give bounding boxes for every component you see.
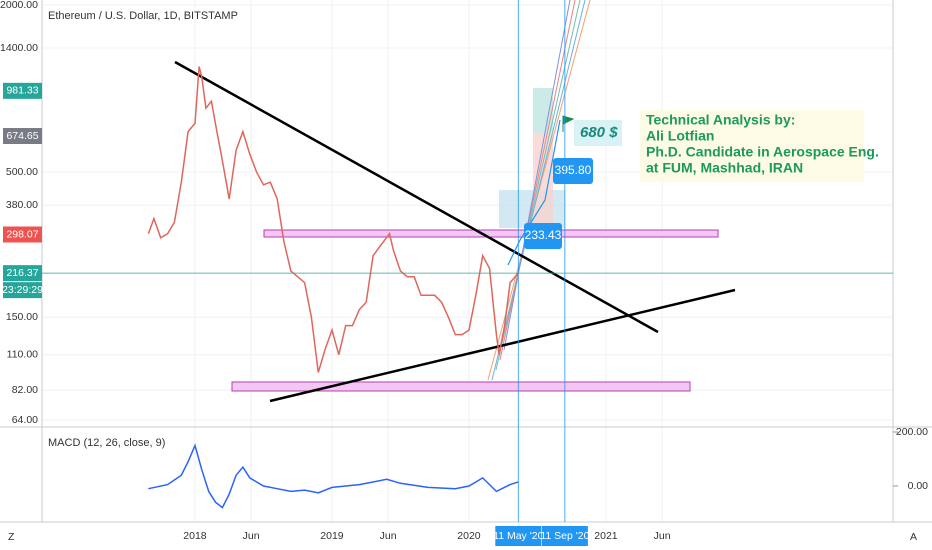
- resistance-zone: [263, 229, 719, 238]
- x-tick-label: 11 May '20: [493, 530, 543, 542]
- note-line: at FUM, Mashhad, IRAN: [646, 160, 803, 176]
- callout-label: 395.80: [555, 163, 592, 177]
- price-badge: [3, 265, 42, 282]
- y-tick-label: 110.00: [7, 348, 38, 360]
- target-box: [499, 190, 565, 228]
- x-tick-label: Jun: [654, 530, 671, 542]
- corner-label: Z: [8, 531, 15, 543]
- x-tick-label: 11 Sep '20: [540, 530, 589, 542]
- x-tick-label: 2019: [320, 530, 344, 542]
- x-tick-label: 2021: [594, 530, 618, 542]
- descending-trendline: [174, 60, 659, 334]
- y-tick-label: 380.00: [6, 199, 38, 211]
- countdown-badge: [3, 282, 42, 299]
- x-tick-label: 2018: [183, 530, 207, 542]
- callout-box: [553, 158, 593, 184]
- callout-label: 233.43: [525, 228, 562, 242]
- price-badge-label: 216.37: [6, 267, 38, 279]
- y-tick-label: 150.00: [6, 311, 38, 323]
- ascending-trendline: [269, 288, 736, 403]
- macd-tick-label: 0.00: [908, 480, 929, 492]
- support-zone: [231, 381, 691, 392]
- price-badge: [3, 226, 42, 243]
- macd-tick-label: 200.00: [896, 426, 928, 438]
- x-tick-badge: [541, 526, 588, 546]
- y-tick-label: 1400.00: [0, 42, 38, 54]
- y-tick-label: 2000.00: [0, 0, 38, 11]
- price-badge-label: 674.65: [6, 130, 38, 142]
- note-box: [640, 110, 864, 182]
- note-line: Ph.D. Candidate in Aerospace Eng.: [646, 144, 879, 160]
- y-tick-label: 64.00: [12, 414, 38, 426]
- price-badge: [3, 128, 42, 145]
- x-tick-label: Jun: [243, 530, 260, 542]
- target-box: [574, 120, 622, 146]
- target-label: 680 $: [580, 124, 618, 141]
- macd-title: MACD (12, 26, close, 9): [48, 437, 165, 449]
- projection-box: [533, 88, 553, 133]
- y-tick-label: 82.00: [12, 384, 38, 396]
- countdown: 23:29:29: [2, 284, 43, 296]
- x-tick-badge: [495, 526, 542, 546]
- x-tick-label: 2020: [457, 530, 481, 542]
- price-badge-label: 298.07: [6, 228, 38, 240]
- price-badge: [3, 82, 42, 99]
- fan-lines: [487, 0, 591, 381]
- flag-icon: [562, 115, 575, 132]
- projection-path: [507, 119, 561, 266]
- corner-label: A: [910, 531, 917, 543]
- chart-title: Ethereum / U.S. Dollar, 1D, BITSTAMP: [48, 10, 238, 22]
- price-badge-label: 981.33: [6, 85, 38, 97]
- macd-line: [148, 443, 519, 509]
- y-tick-label: 500.00: [6, 166, 38, 178]
- callout-box: [524, 223, 562, 249]
- note-line: Ali Lotfian: [646, 128, 714, 144]
- x-tick-label: Jun: [380, 530, 397, 542]
- note-line: Technical Analysis by:: [646, 112, 795, 128]
- price-line: [147, 66, 519, 373]
